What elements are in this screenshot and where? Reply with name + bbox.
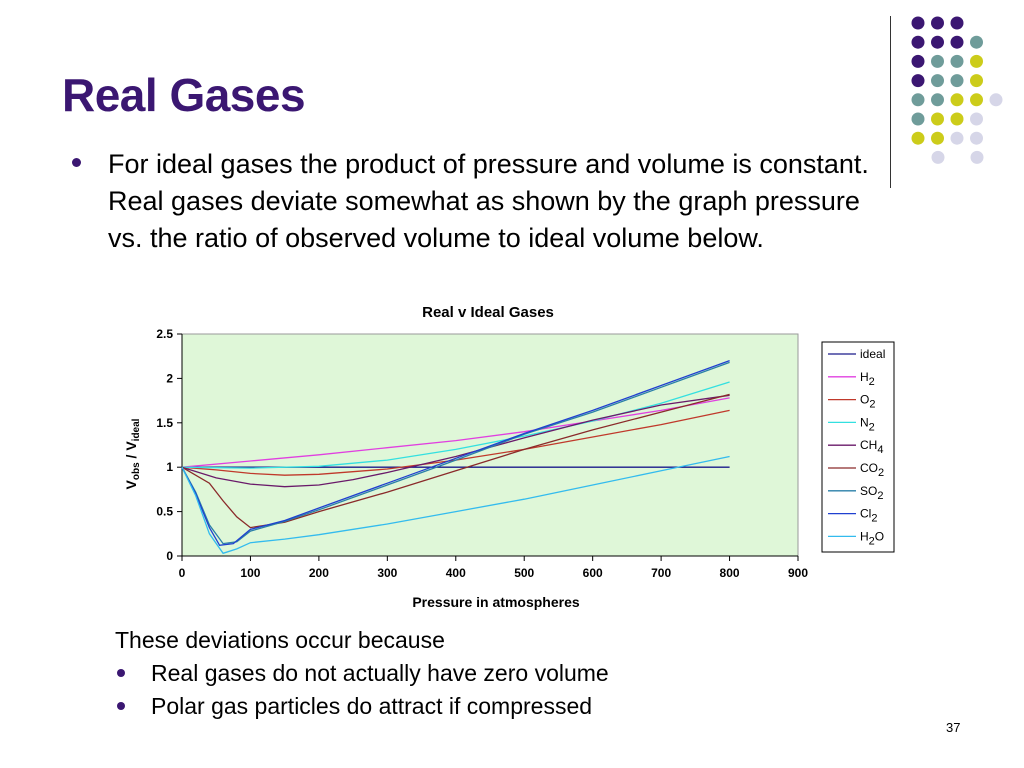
decor-dot	[950, 35, 964, 49]
y-tick-label: 0	[166, 549, 173, 563]
series-line-o2	[181, 409, 730, 476]
decor-dot	[950, 93, 964, 107]
decor-dot	[970, 131, 983, 145]
x-tick-label: 800	[720, 566, 740, 580]
chart: Real v Ideal Gases 0 100 200 300 400 500 600 70…	[120, 296, 900, 616]
legend-label: ideal	[860, 347, 885, 361]
y-axis-label: Vobs / Videal	[123, 418, 142, 489]
legend-label: SO2	[860, 484, 883, 502]
decor-dot	[970, 150, 984, 164]
axes: 0 100 200 300 400 500 600 700 800 900 0 0.5 1 1.5 2 2.5	[156, 327, 808, 580]
chart-svg: Real v Ideal Gases 0 100 200 300 400 500 600 70…	[123, 304, 895, 610]
x-tick-label: 100	[240, 566, 260, 580]
decorative-divider	[890, 16, 891, 188]
decor-dot	[931, 35, 944, 49]
series-line-ch4	[181, 394, 730, 488]
y-tick-label: 1	[166, 460, 173, 474]
decor-dot	[931, 150, 945, 164]
reason-text: Real gases do not actually have zero vol…	[151, 660, 609, 686]
decor-dot	[911, 35, 925, 49]
legend-label: H2	[860, 370, 875, 388]
bullet-dot	[117, 669, 125, 677]
y-tick-label: 2.5	[156, 327, 173, 341]
x-tick-label: 300	[377, 566, 397, 580]
decor-dot	[950, 131, 964, 145]
decor-dot	[970, 74, 983, 88]
series-line-co2	[181, 393, 730, 529]
x-axis-label: Pressure in atmospheres	[412, 594, 580, 610]
decor-dot	[970, 112, 983, 126]
series-line-h2o	[181, 455, 730, 555]
x-tick-label: 200	[309, 566, 329, 580]
x-tick-label: 400	[446, 566, 466, 580]
bullet-dot	[72, 158, 81, 167]
decor-dot	[950, 16, 964, 30]
y-tick-label: 1.5	[156, 416, 173, 430]
decor-dot	[931, 74, 944, 88]
x-tick-label: 0	[179, 566, 186, 580]
y-tick-label: 0.5	[156, 505, 173, 519]
legend-label: Cl2	[860, 507, 877, 525]
decor-dot	[970, 35, 983, 49]
page-number: 37	[946, 720, 961, 735]
legend-label: H2O	[860, 529, 884, 547]
decor-dot	[911, 74, 925, 88]
notes: These deviations occur because Real gase…	[115, 624, 609, 723]
legend-label: N2	[860, 415, 875, 433]
decor-dot	[911, 54, 925, 68]
x-tick-label: 600	[583, 566, 603, 580]
legend-label: CO2	[860, 461, 884, 479]
series-line-so2	[181, 361, 730, 545]
slide-title: Real Gases	[62, 69, 306, 121]
decor-dot	[970, 54, 983, 68]
series-lines	[181, 359, 730, 555]
x-tick-label: 700	[651, 566, 671, 580]
series-line-h2	[181, 397, 730, 468]
body-text: For ideal gases the product of pressure …	[108, 149, 869, 253]
legend-label: CH4	[860, 438, 883, 456]
decor-dot	[931, 93, 944, 107]
y-tick-label: 2	[166, 371, 173, 385]
decor-dot	[931, 16, 944, 30]
series-line-n2	[181, 381, 730, 469]
decor-dot	[911, 16, 925, 30]
decor-dot	[950, 112, 964, 126]
x-tick-label: 900	[788, 566, 808, 580]
reason-text: Polar gas particles do attract if compre…	[151, 693, 593, 719]
x-tick-label: 500	[514, 566, 534, 580]
decor-dot	[911, 112, 925, 126]
decor-dot	[911, 131, 925, 145]
decor-dot	[931, 54, 944, 68]
chart-title: Real v Ideal Gases	[422, 304, 554, 321]
decor-dot	[931, 131, 944, 145]
decorative-dot-grid	[911, 16, 1003, 164]
decor-dot	[911, 93, 925, 107]
decor-dot	[950, 54, 964, 68]
decor-dot	[970, 93, 983, 107]
note-heading: These deviations occur because	[115, 627, 445, 653]
legend: ideal H2 O2 N2 CH4 CO2 SO2 Cl2 H2O	[821, 341, 895, 553]
decor-dot	[989, 93, 1003, 107]
series-line-cl2	[181, 359, 730, 546]
reason-item: Real gases do not actually have zero vol…	[115, 657, 609, 690]
decor-dot	[931, 112, 944, 126]
decor-dot	[950, 74, 964, 88]
legend-label: O2	[860, 393, 875, 411]
reason-item: Polar gas particles do attract if compre…	[115, 690, 609, 723]
bullet-dot	[117, 702, 125, 710]
